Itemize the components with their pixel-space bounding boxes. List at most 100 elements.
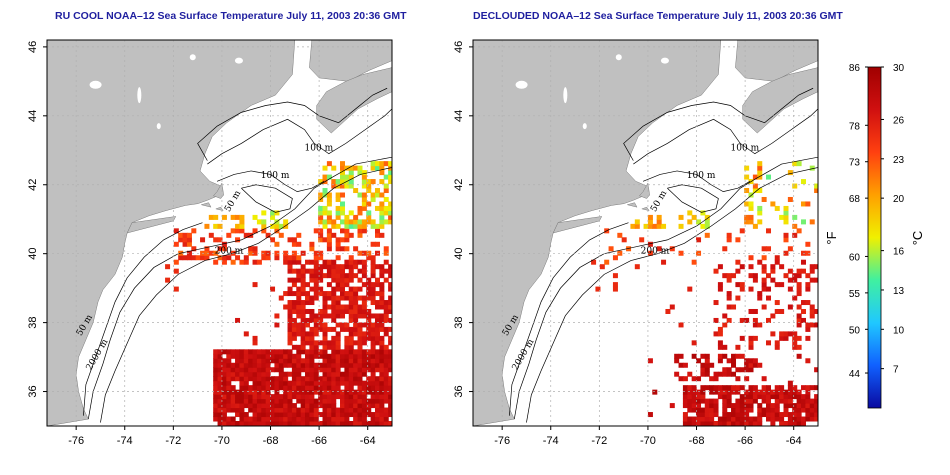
sst-cell xyxy=(370,362,376,368)
sst-cell xyxy=(388,335,392,341)
sst-cell xyxy=(291,358,297,364)
sst-cell xyxy=(335,407,341,413)
sst-cell xyxy=(213,376,219,382)
sst-cell xyxy=(748,416,754,422)
sst-cell xyxy=(322,362,328,368)
sst-cell xyxy=(374,367,380,373)
sst-cell xyxy=(800,219,806,225)
sst-cell xyxy=(792,232,798,238)
sst-cell xyxy=(774,412,780,418)
sst-cell xyxy=(357,295,363,301)
sst-cell xyxy=(787,268,793,274)
sst-cell xyxy=(388,376,392,382)
sst-cell xyxy=(274,380,280,386)
sst-cell xyxy=(687,394,693,400)
sst-cell xyxy=(291,268,297,274)
sst-cell xyxy=(717,385,723,391)
sst-cell xyxy=(348,349,354,355)
sst-cell xyxy=(766,246,772,252)
sst-cell xyxy=(379,335,385,341)
sst-cell xyxy=(353,317,359,323)
sst-cell xyxy=(252,214,258,220)
sst-cell xyxy=(388,308,392,314)
sst-cell xyxy=(783,210,789,216)
sst-cell xyxy=(248,250,254,256)
sst-cell xyxy=(335,340,341,346)
sst-cell xyxy=(370,367,376,373)
lake xyxy=(189,54,196,61)
sst-cell xyxy=(379,403,385,409)
sst-cell xyxy=(374,291,380,297)
sst-cell xyxy=(291,282,297,288)
sst-cell xyxy=(326,367,332,373)
sst-cell xyxy=(296,241,302,247)
sst-cell xyxy=(752,398,758,404)
sst-cell xyxy=(248,358,254,364)
sst-cell xyxy=(287,304,293,310)
sst-cell xyxy=(340,246,346,252)
sst-cell xyxy=(230,228,236,234)
sst-cell xyxy=(383,308,389,314)
sst-cell xyxy=(178,232,184,238)
sst-cell xyxy=(770,394,776,400)
sst-cell xyxy=(357,326,363,332)
sst-cell xyxy=(309,268,315,274)
sst-cell xyxy=(278,371,284,377)
sst-cell xyxy=(669,403,675,409)
sst-cell xyxy=(335,412,341,418)
sst-cell xyxy=(639,237,645,243)
sst-cell xyxy=(374,398,380,404)
sst-cell xyxy=(370,322,376,328)
sst-cell xyxy=(809,308,815,314)
fahrenheit-tick-label: 44 xyxy=(849,369,861,380)
sst-cell xyxy=(361,313,367,319)
sst-cell xyxy=(283,349,289,355)
lake xyxy=(89,80,102,89)
sst-cell xyxy=(309,308,315,314)
sst-cell xyxy=(287,237,293,243)
sst-cell xyxy=(748,344,754,350)
sst-cell xyxy=(235,389,241,395)
sst-cell xyxy=(182,232,188,238)
celsius-tick-label: 13 xyxy=(893,286,905,297)
sst-cell xyxy=(322,421,328,426)
sst-cell xyxy=(331,340,337,346)
sst-cell xyxy=(792,403,798,409)
sst-cell xyxy=(243,362,249,368)
contour-label: 200 m xyxy=(215,247,244,257)
sst-cell xyxy=(374,407,380,413)
sst-cell xyxy=(599,264,605,270)
sst-cell xyxy=(353,165,359,171)
sst-cell xyxy=(265,371,271,377)
sst-cell xyxy=(322,210,328,216)
sst-cell xyxy=(800,385,806,391)
sst-cell xyxy=(370,340,376,346)
sst-cell xyxy=(217,371,223,377)
sst-cell xyxy=(366,389,372,395)
sst-cell xyxy=(357,277,363,283)
sst-cell xyxy=(296,277,302,283)
sst-cell xyxy=(779,335,785,341)
sst-cell xyxy=(340,219,346,225)
sst-cell xyxy=(709,421,715,426)
sst-cell xyxy=(757,210,763,216)
sst-cell xyxy=(379,389,385,395)
sst-cell xyxy=(792,161,798,167)
sst-cell xyxy=(370,349,376,355)
sst-cell xyxy=(739,421,745,426)
sst-cell xyxy=(735,268,741,274)
sst-cell xyxy=(348,259,354,265)
sst-cell xyxy=(235,398,241,404)
sst-cell xyxy=(165,277,171,283)
sst-cell xyxy=(296,259,302,265)
sst-cell xyxy=(370,358,376,364)
sst-cell xyxy=(770,277,776,283)
sst-cell xyxy=(809,277,815,283)
sst-cell xyxy=(348,335,354,341)
sst-cell xyxy=(357,259,363,265)
sst-cell xyxy=(239,358,245,364)
sst-cell xyxy=(239,362,245,368)
sst-cell xyxy=(370,344,376,350)
sst-cell xyxy=(213,358,219,364)
sst-cell xyxy=(348,326,354,332)
